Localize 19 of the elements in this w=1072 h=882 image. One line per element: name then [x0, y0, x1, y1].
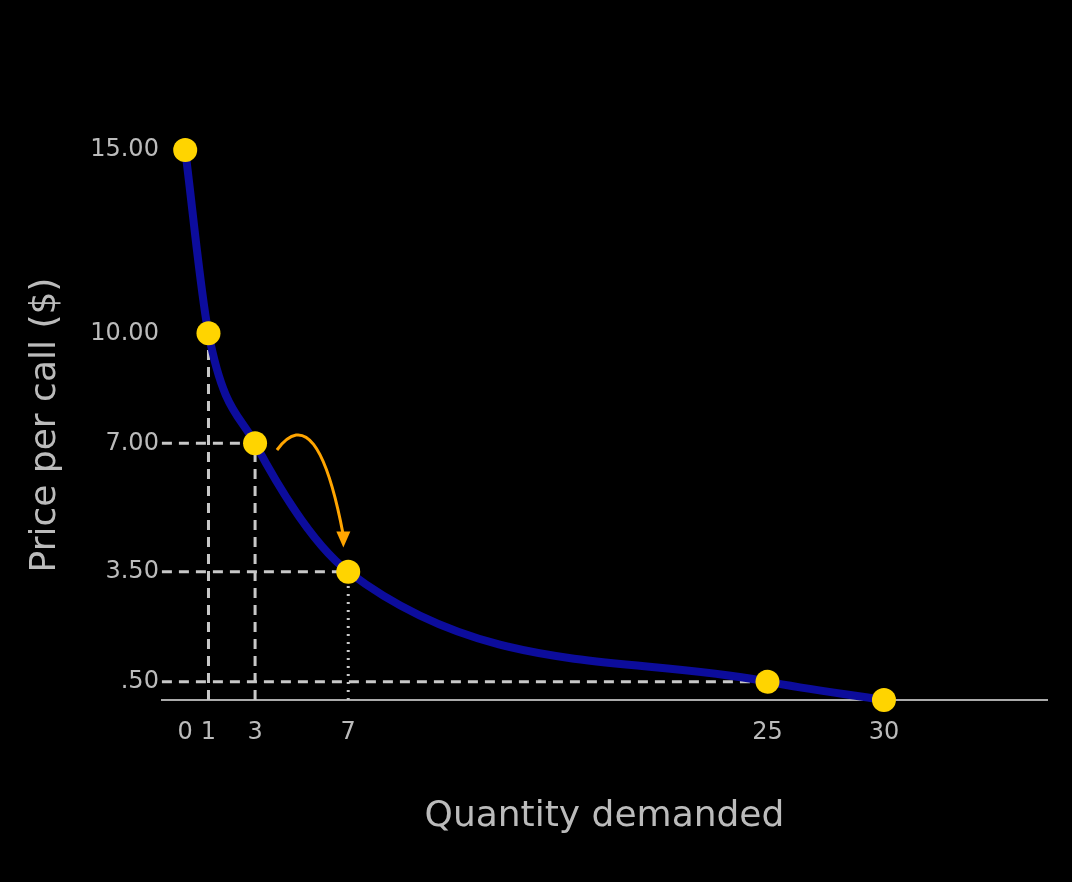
point: [871, 688, 896, 712]
x-axis-title: Quantity demanded: [424, 792, 785, 834]
y-tick-label: 7.00: [105, 427, 159, 456]
y-axis-title: Price per call ($): [21, 277, 63, 573]
x-tick-label: 3: [247, 716, 263, 745]
point: [755, 669, 780, 694]
point: [196, 321, 221, 346]
y-tick-label: 3.50: [105, 555, 159, 584]
point: [243, 431, 268, 456]
x-tick-label: 0: [177, 716, 193, 745]
y-tick-label: 10.00: [90, 317, 159, 346]
x-tick-label: 25: [752, 716, 783, 745]
x-tick-label: 30: [868, 716, 900, 745]
y-tick-label: 15.00: [90, 134, 159, 163]
x-tick-label: 7: [340, 716, 356, 745]
x-tick-label: 1: [200, 716, 217, 745]
point: [336, 559, 361, 584]
y-tick-label: .50: [120, 665, 159, 694]
point: [173, 138, 198, 162]
